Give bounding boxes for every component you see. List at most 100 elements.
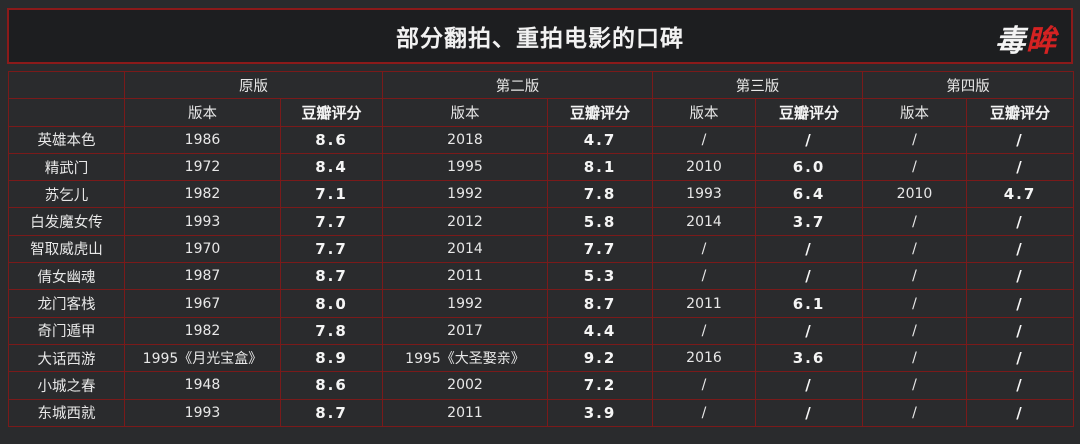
brand-logo: 毒眸 [995,16,1057,60]
table-row: 奇门遁甲 1982 7.8 2017 4.4// / / [8,316,1074,345]
version-year: 1993 [124,207,281,236]
logo-part-2: 眸 [1026,24,1057,59]
version-year: 2011 [382,398,548,427]
movie-name: 倩女幽魂 [8,262,125,291]
douban-score: 4.4 [547,316,653,345]
douban-score: 5.8 [547,207,653,236]
version-header-third: 第三版 [652,70,863,100]
douban-score: 8.6 [280,125,383,154]
corner-cell [8,70,125,100]
version-header-fourth: 第四版 [862,70,1074,100]
sub-header-year: 版本 [652,98,756,127]
version-year: 1967 [124,289,281,318]
douban-score: 8.9 [280,343,383,373]
douban-score: 4.7 [966,180,1074,209]
douban-score: 7.7 [280,207,383,236]
version-year: 1995 [382,152,548,182]
sub-header-year: 版本 [862,98,967,127]
version-year: 2012 [382,207,548,236]
version-year: / [862,125,967,154]
sub-header-year: 版本 [124,98,281,127]
version-year: / [652,398,756,427]
douban-score: 6.1 [755,289,863,318]
page-title: 部分翻拍、重拍电影的口碑 [396,26,684,52]
douban-score: / [755,398,863,427]
douban-score: / [755,371,863,400]
douban-score: 6.4 [755,180,863,209]
douban-score: 7.8 [280,316,383,345]
douban-score: / [966,262,1074,291]
version-year: / [652,125,756,154]
movie-name: 智取威虎山 [8,234,125,264]
douban-score: / [966,398,1074,427]
version-year: 2010 [652,152,756,182]
version-year: / [652,234,756,264]
version-year: 2014 [382,234,548,264]
douban-score: 7.7 [280,234,383,264]
table-row: 大话西游 1995《月光宝盒》 8.9 1995《大圣娶亲》 9.2 2016 3.6// [8,343,1074,373]
version-year: 1982 [124,316,281,345]
douban-score: 3.6 [755,343,863,373]
douban-score: 7.7 [547,234,653,264]
movie-name: 大话西游 [8,343,125,373]
douban-score: / [966,207,1074,236]
version-year: 2002 [382,371,548,400]
version-year: 2010 [862,180,967,209]
version-year: 1993 [652,180,756,209]
version-year: 1993 [124,398,281,427]
remake-ratings-table: 原版 第二版 第三版 第四版 版本 豆瓣评分 版本 豆瓣评分 版本 豆瓣评分 版… [8,70,1074,427]
sub-header-year: 版本 [382,98,548,127]
douban-score: 8.0 [280,289,383,318]
douban-score: / [966,152,1074,182]
version-year: 1948 [124,371,281,400]
corner-cell-2 [8,98,125,127]
version-year: 1987 [124,262,281,291]
sub-header-score: 豆瓣评分 [547,98,653,127]
douban-score: 8.7 [280,262,383,291]
movie-name: 东城西就 [8,398,125,427]
sub-header-score: 豆瓣评分 [755,98,863,127]
douban-score: 5.3 [547,262,653,291]
version-year: / [862,207,967,236]
version-year: 1995《月光宝盒》 [124,343,281,373]
version-year: 2017 [382,316,548,345]
version-year: 1972 [124,152,281,182]
version-header-second: 第二版 [382,70,653,100]
table-row: 智取威虎山 1970 7.7 2014 7.7// / / [8,234,1074,264]
douban-score: 8.4 [280,152,383,182]
table-row: 苏乞儿 1982 7.1 1992 7.8 1993 6.4 2010 4.7 [8,180,1074,209]
version-year: 1992 [382,289,548,318]
version-year: / [652,316,756,345]
version-year: 2011 [382,262,548,291]
version-year: / [862,371,967,400]
version-year: / [862,289,967,318]
table-row: 精武门 1972 8.4 1995 8.1 2010 6.0// [8,152,1074,182]
version-year: 2018 [382,125,548,154]
version-year: / [862,343,967,373]
table-row: 小城之春 1948 8.6 2002 7.2// / / [8,371,1074,400]
douban-score: / [966,234,1074,264]
table-row: 白发魔女传 1993 7.7 2012 5.8 2014 3.7// [8,207,1074,236]
version-year: 1986 [124,125,281,154]
douban-score: 4.7 [547,125,653,154]
douban-score: 8.6 [280,371,383,400]
douban-score: 7.8 [547,180,653,209]
title-bar: 部分翻拍、重拍电影的口碑 毒眸 [7,8,1073,64]
movie-name: 小城之春 [8,371,125,400]
table-row: 东城西就 1993 8.7 2011 3.9// / / [8,398,1074,427]
douban-score: / [755,234,863,264]
douban-score: 9.2 [547,343,653,373]
version-year: 1982 [124,180,281,209]
movie-name: 苏乞儿 [8,180,125,209]
douban-score: / [966,343,1074,373]
movie-name: 白发魔女传 [8,207,125,236]
version-year: 1992 [382,180,548,209]
douban-score: 3.7 [755,207,863,236]
table-row: 倩女幽魂 1987 8.7 2011 5.3// / / [8,262,1074,291]
douban-score: 8.7 [547,289,653,318]
douban-score: 8.7 [280,398,383,427]
douban-score: / [966,316,1074,345]
sub-header-row: 版本 豆瓣评分 版本 豆瓣评分 版本 豆瓣评分 版本 豆瓣评分 [8,98,1074,127]
movie-name: 英雄本色 [8,125,125,154]
version-year: / [652,371,756,400]
